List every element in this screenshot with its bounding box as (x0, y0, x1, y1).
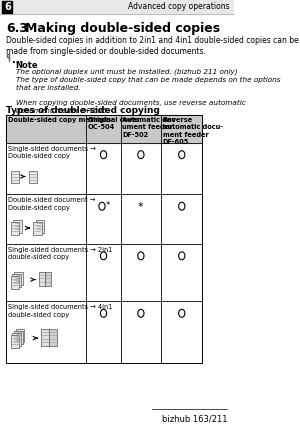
Text: Double-sided document →
Double-sided copy: Double-sided document → Double-sided cop… (8, 197, 95, 211)
Text: bizhub 163/211: bizhub 163/211 (162, 414, 227, 423)
Bar (39, 272, 45, 286)
Text: 6: 6 (4, 2, 11, 12)
Text: 6.3: 6.3 (6, 22, 28, 35)
Bar (13, 220, 22, 233)
Bar (2, 1, 13, 13)
Text: Single-sided documents → 2in1
double-sided copy: Single-sided documents → 2in1 double-sid… (8, 247, 112, 261)
Bar (14, 331, 22, 344)
Text: Single-sided documents →
Double-sided copy: Single-sided documents → Double-sided co… (8, 146, 95, 159)
Text: Single-sided documents → 4in1
double-sided copy: Single-sided documents → 4in1 double-sid… (8, 304, 112, 318)
Text: The optional duplex unit must be installed. (bizhub 211 only)
The type of double: The optional duplex unit must be install… (16, 68, 280, 114)
Bar (11, 170, 20, 184)
Bar (49, 329, 57, 346)
Bar (29, 170, 38, 184)
Bar (6, 115, 203, 363)
Bar (36, 220, 44, 233)
Bar (11, 222, 20, 235)
Text: Advanced copy operations: Advanced copy operations (128, 3, 230, 11)
Text: *: * (106, 201, 110, 210)
Text: Double-sided copies in addition to 2in1 and 4in1 double-sided copies can be
made: Double-sided copies in addition to 2in1 … (6, 36, 299, 57)
Text: Double-sided copy methods: Double-sided copy methods (8, 117, 111, 123)
Bar (13, 333, 21, 346)
Text: Types of double-sided copying: Types of double-sided copying (6, 106, 160, 115)
Bar (0, 0, 234, 14)
Text: Automatic doc-
ument feeder
DF-502: Automatic doc- ument feeder DF-502 (122, 117, 178, 138)
Text: Making double-sided copies: Making double-sided copies (25, 22, 220, 35)
Bar (45, 272, 51, 286)
Text: Note: Note (16, 62, 38, 71)
Text: Original cover
OC-504: Original cover OC-504 (88, 117, 140, 130)
Bar (11, 335, 20, 348)
Bar (41, 329, 49, 346)
Text: *: * (138, 202, 144, 212)
Bar (6, 115, 203, 143)
Bar (13, 274, 21, 286)
Text: ...: ... (13, 54, 24, 65)
Bar (11, 276, 20, 289)
Bar (16, 329, 24, 342)
Text: Reverse
automatic docu-
ment feeder
DF-605: Reverse automatic docu- ment feeder DF-6… (163, 117, 223, 145)
Bar (34, 222, 42, 235)
Bar (14, 272, 22, 285)
